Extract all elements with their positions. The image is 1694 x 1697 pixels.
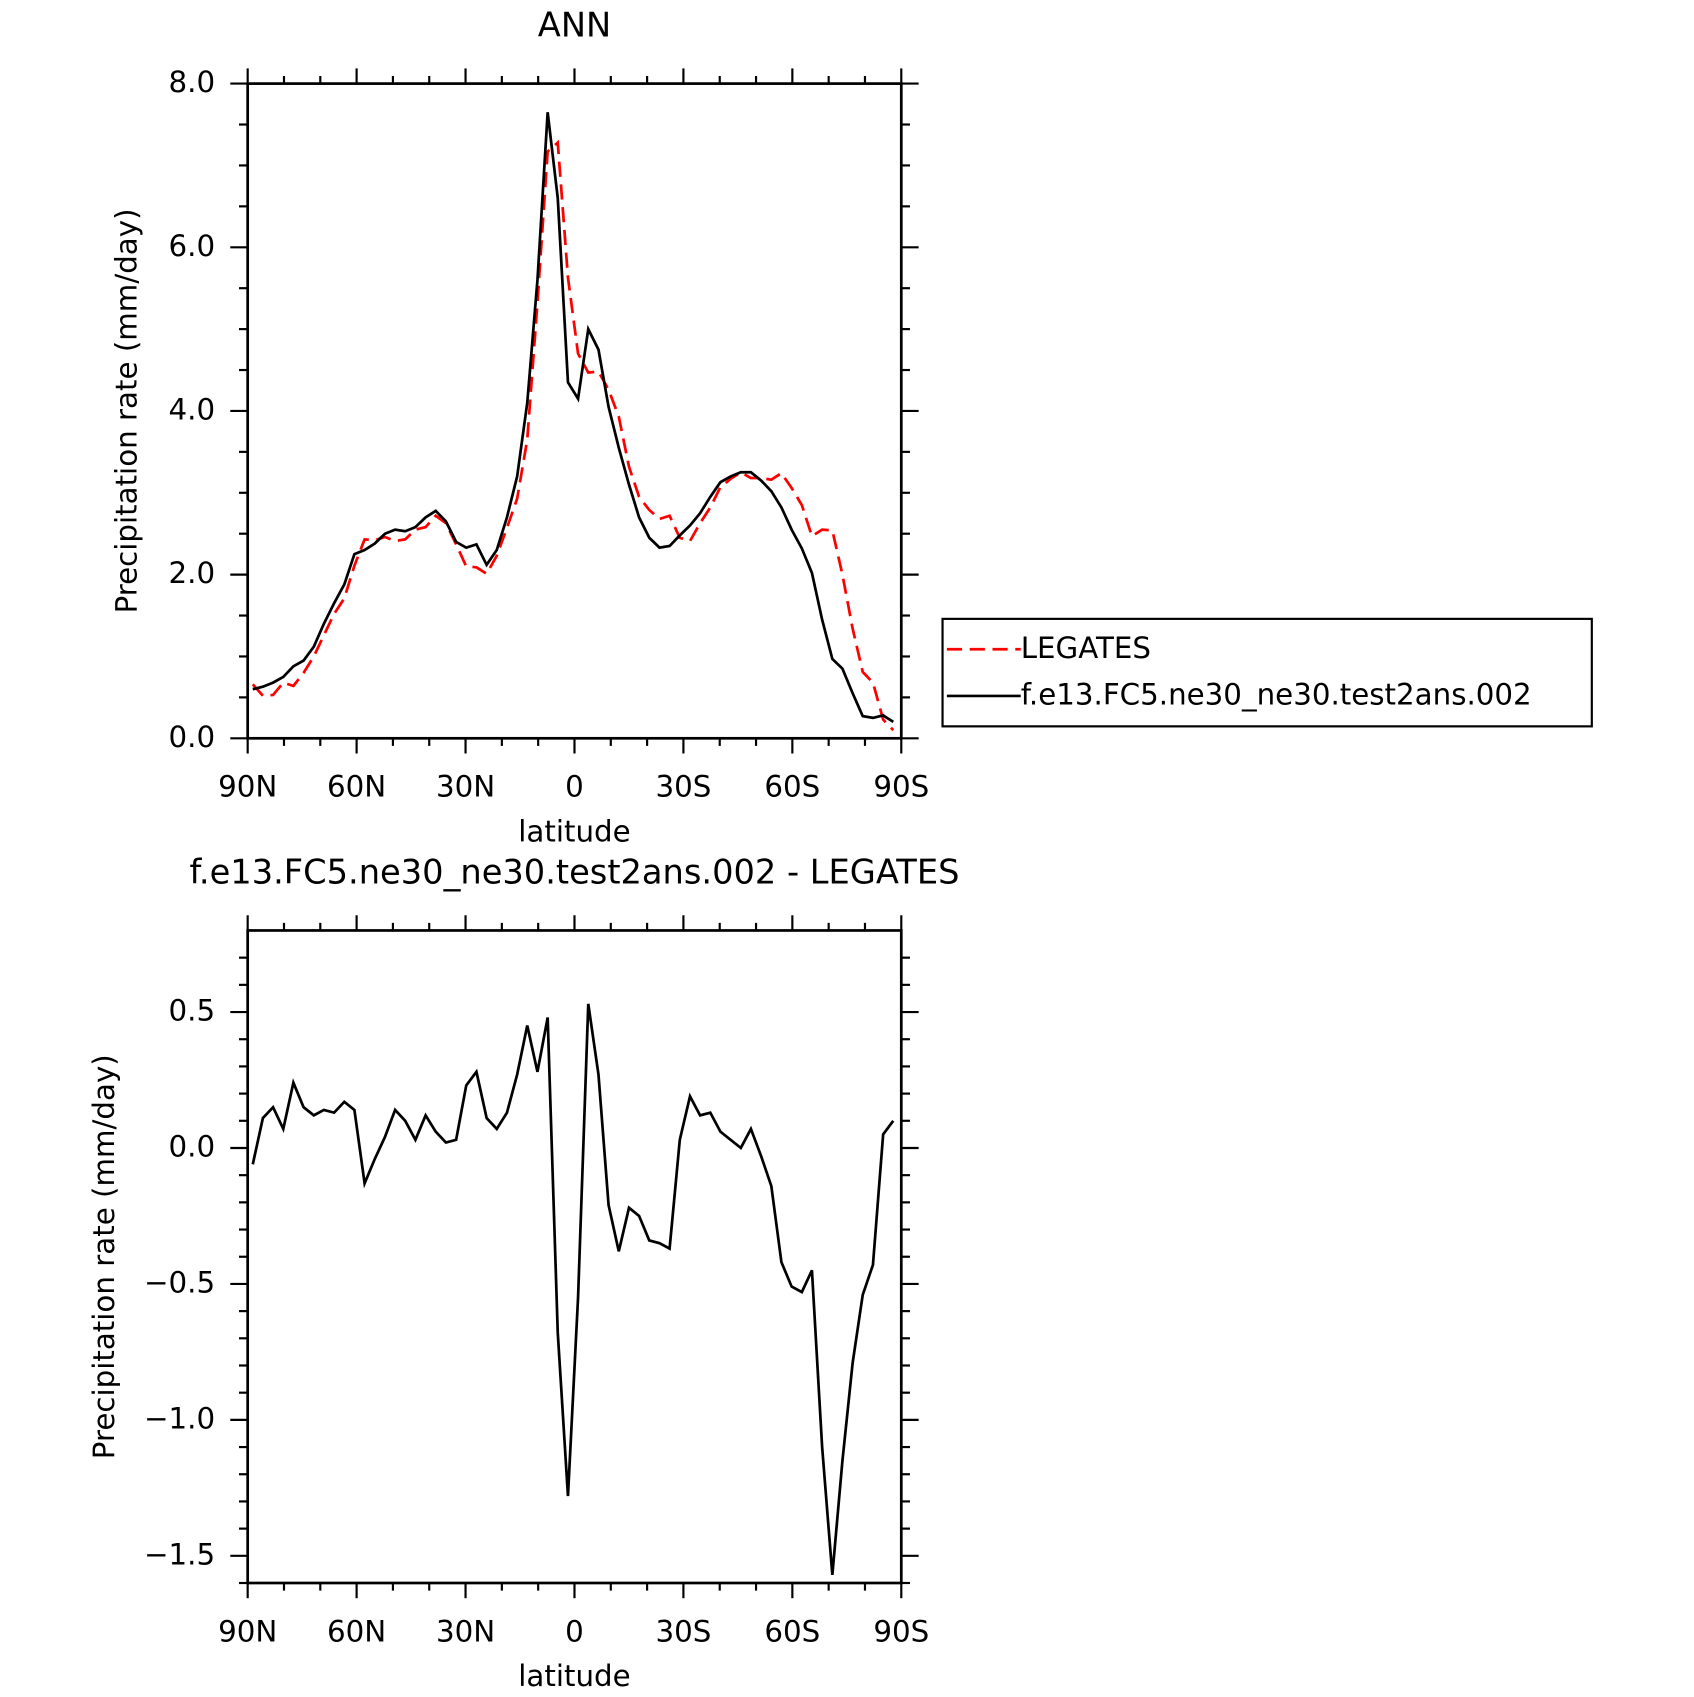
x-tick-label: 90N [218, 770, 277, 804]
x-axis-label: latitude [518, 814, 630, 848]
y-tick-label: 0.5 [169, 994, 216, 1028]
y-axis-label: Precipitation rate (mm/day) [87, 1054, 121, 1459]
data-line [251, 139, 895, 732]
legend-label: LEGATES [1021, 631, 1151, 665]
y-tick-label: 6.0 [169, 229, 216, 263]
y-tick-label: 2.0 [169, 556, 216, 590]
y-axis-label: Precipitation rate (mm/day) [110, 208, 144, 613]
y-tick-label: 0.0 [169, 1129, 216, 1163]
x-tick-label: 0 [565, 1614, 584, 1648]
legend-label: f.e13.FC5.ne30_ne30.test2ans.002 [1021, 677, 1532, 711]
x-tick-label: 0 [565, 770, 584, 804]
x-tick-label: 30S [655, 770, 711, 804]
x-tick-label: 60S [764, 1614, 820, 1648]
data-line [251, 1003, 895, 1575]
y-tick-label: −1.5 [144, 1537, 215, 1571]
x-tick-label: 30S [655, 1614, 711, 1648]
y-tick-label: 0.0 [169, 720, 216, 754]
x-axis-label: latitude [518, 1659, 630, 1693]
x-tick-label: 90S [873, 770, 929, 804]
x-tick-label: 90S [873, 1614, 929, 1648]
x-tick-label: 60S [764, 770, 820, 804]
x-tick-label: 30N [436, 770, 495, 804]
y-tick-label: −1.0 [144, 1401, 215, 1435]
data-line [252, 112, 894, 724]
x-tick-label: 60N [327, 1614, 386, 1648]
chart-title: f.e13.FC5.ne30_ne30.test2ans.002 - LEGAT… [190, 853, 960, 892]
x-tick-label: 60N [327, 770, 386, 804]
x-tick-label: 90N [218, 1614, 277, 1648]
legend-box [941, 617, 1593, 728]
y-tick-label: 8.0 [169, 65, 216, 99]
y-tick-label: −0.5 [144, 1265, 215, 1299]
y-tick-label: 4.0 [169, 392, 216, 426]
chart-title: ANN [538, 6, 611, 45]
x-tick-label: 30N [436, 1614, 495, 1648]
